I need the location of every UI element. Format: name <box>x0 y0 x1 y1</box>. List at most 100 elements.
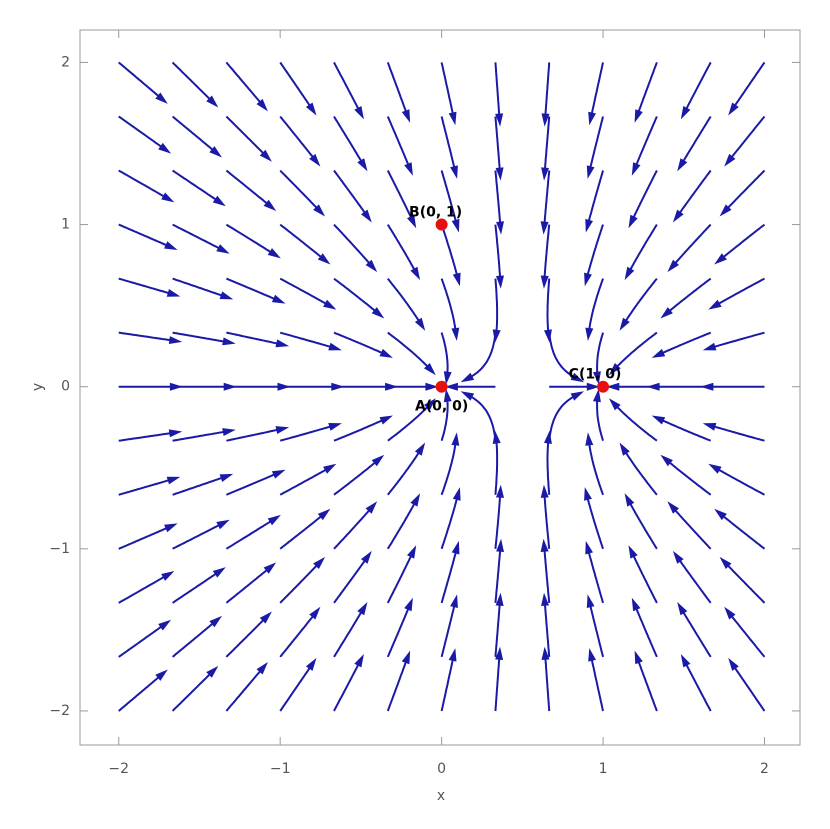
streamline <box>172 223 225 252</box>
streamline <box>723 560 766 604</box>
streamline <box>544 652 551 712</box>
stream-arrow <box>714 508 727 521</box>
stream-arrow <box>606 382 620 391</box>
streamline <box>333 277 381 316</box>
streamline <box>440 600 457 658</box>
stream-arrow <box>584 487 592 501</box>
stream-arrow <box>275 426 290 434</box>
streamline <box>675 169 712 219</box>
stream-arrow <box>677 602 688 616</box>
stream-arrow <box>404 162 413 176</box>
streamline <box>333 115 366 167</box>
stream-arrow <box>354 654 364 668</box>
streamline <box>670 505 712 550</box>
stream-arrow <box>448 648 457 662</box>
streamline <box>440 62 456 120</box>
streamline <box>333 505 375 550</box>
stream-arrow <box>451 218 460 233</box>
stream-arrow <box>323 463 337 474</box>
stream-arrow <box>209 146 222 158</box>
streamline <box>333 417 388 442</box>
streamline <box>279 115 318 163</box>
stream-arrow <box>407 214 417 229</box>
stream-arrow <box>541 592 549 606</box>
stream-arrow <box>541 646 550 660</box>
stream-arrow <box>263 562 277 574</box>
stream-arrow <box>460 391 475 401</box>
y-tick-label: 2 <box>61 54 70 70</box>
stream-arrow <box>425 382 439 391</box>
stream-arrow <box>719 556 732 569</box>
stream-arrow <box>161 571 175 581</box>
streamline <box>387 447 423 496</box>
streamline <box>626 498 658 550</box>
streamline <box>494 598 502 658</box>
stream-arrow <box>164 241 178 250</box>
stream-arrow <box>448 111 457 126</box>
streamline <box>386 498 419 550</box>
y-tick-label: −1 <box>49 541 70 557</box>
streamline <box>118 169 170 201</box>
streamline <box>386 62 409 118</box>
streamline <box>333 331 388 357</box>
streamline <box>440 396 449 442</box>
streamline <box>279 560 322 604</box>
streamline <box>279 331 337 350</box>
stream-arrow <box>719 204 732 217</box>
stream-arrow <box>660 454 673 467</box>
stream-arrow <box>496 221 504 235</box>
stream-arrow <box>158 142 172 154</box>
stream-arrow <box>460 372 475 383</box>
streamline <box>172 169 222 204</box>
streamline <box>682 658 712 712</box>
streamline <box>118 573 170 604</box>
stream-arrow <box>634 109 643 123</box>
stream-arrow <box>305 102 317 116</box>
streamline <box>589 653 604 712</box>
stream-arrow <box>496 538 504 552</box>
streamline <box>730 61 766 112</box>
streamline <box>586 546 604 604</box>
streamline <box>621 447 658 496</box>
stream-arrow <box>452 272 461 287</box>
stream-arrow <box>540 275 549 289</box>
stream-arrow <box>256 662 268 675</box>
stream-arrow <box>328 342 342 351</box>
y-axis-label: y <box>30 383 46 391</box>
streamline <box>494 116 502 175</box>
stream-arrow <box>585 540 593 555</box>
stream-arrow <box>646 382 660 391</box>
stream-arrow <box>216 244 230 254</box>
streamline <box>171 669 215 712</box>
streamline <box>440 438 458 496</box>
streamline <box>225 169 273 208</box>
stream-arrow <box>424 363 436 376</box>
streamline <box>723 169 766 213</box>
streamline <box>543 116 551 175</box>
stream-arrow <box>313 556 326 569</box>
streamline <box>225 615 269 658</box>
streamline <box>546 278 551 338</box>
streamline <box>543 598 551 657</box>
streamline <box>171 115 219 155</box>
streamline <box>279 511 327 550</box>
stream-arrow <box>700 382 714 391</box>
stream-arrow <box>414 317 426 331</box>
streamlines <box>118 61 766 712</box>
stream-arrow <box>267 248 281 259</box>
stream-arrow <box>275 339 290 348</box>
stream-arrow <box>313 204 326 217</box>
streamline <box>679 606 712 658</box>
streamline <box>386 224 419 276</box>
streamline <box>279 169 322 213</box>
stream-arrow <box>593 371 601 385</box>
y-tick-label: −2 <box>49 703 70 719</box>
streamline <box>546 436 551 495</box>
stream-arrow <box>570 372 584 383</box>
streamline <box>494 62 501 121</box>
stream-arrow <box>680 654 691 668</box>
streamline <box>588 600 604 658</box>
stream-arrow <box>357 158 368 172</box>
streamline <box>225 471 281 496</box>
streamline <box>494 652 501 712</box>
